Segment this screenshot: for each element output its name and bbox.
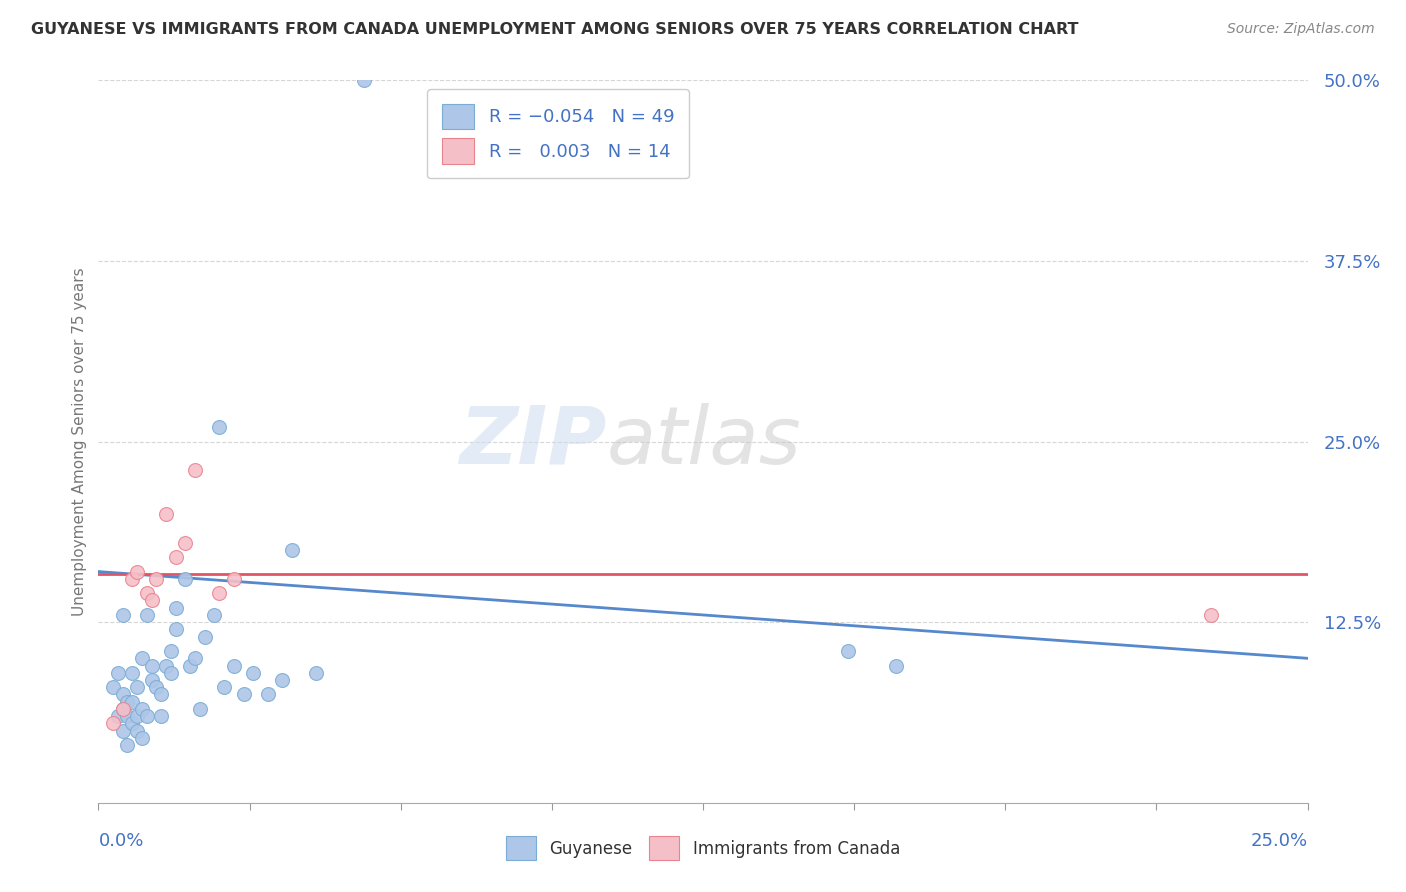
Text: 25.0%: 25.0%	[1250, 832, 1308, 850]
Point	[174, 535, 197, 549]
Point	[127, 565, 149, 579]
Point	[121, 665, 143, 680]
Point	[184, 651, 207, 665]
Point	[131, 651, 153, 665]
Point	[131, 702, 153, 716]
Point	[160, 665, 183, 680]
Point	[165, 550, 187, 565]
Text: Source: ZipAtlas.com: Source: ZipAtlas.com	[1227, 22, 1375, 37]
Point	[165, 600, 187, 615]
Legend: Guyanese, Immigrants from Canada: Guyanese, Immigrants from Canada	[499, 830, 907, 867]
Point	[111, 723, 134, 738]
Point	[101, 716, 124, 731]
Point	[107, 665, 129, 680]
Point	[232, 687, 254, 701]
Text: atlas: atlas	[606, 402, 801, 481]
Point	[155, 507, 177, 521]
Point	[886, 658, 908, 673]
Point	[184, 463, 207, 477]
Point	[135, 709, 157, 723]
Point	[155, 658, 177, 673]
Point	[179, 658, 201, 673]
Point	[117, 695, 139, 709]
Point	[174, 572, 197, 586]
Point	[208, 586, 231, 600]
Point	[188, 702, 211, 716]
Point	[111, 607, 134, 622]
Point	[305, 665, 328, 680]
Point	[117, 738, 139, 752]
Point	[121, 572, 143, 586]
Point	[135, 607, 157, 622]
Point	[837, 644, 859, 658]
Point	[131, 731, 153, 745]
Point	[222, 658, 245, 673]
Point	[256, 687, 278, 701]
Point	[121, 716, 143, 731]
Point	[165, 623, 187, 637]
Point	[160, 644, 183, 658]
Point	[150, 709, 173, 723]
Point	[117, 709, 139, 723]
Y-axis label: Unemployment Among Seniors over 75 years: Unemployment Among Seniors over 75 years	[72, 268, 87, 615]
Point	[1199, 607, 1222, 622]
Point	[145, 572, 167, 586]
Point	[208, 420, 231, 434]
Point	[150, 687, 173, 701]
Point	[127, 723, 149, 738]
Point	[141, 673, 163, 687]
Point	[212, 680, 235, 694]
Point	[135, 586, 157, 600]
Point	[271, 673, 294, 687]
Point	[204, 607, 226, 622]
Point	[242, 665, 264, 680]
Point	[111, 702, 134, 716]
Point	[111, 702, 134, 716]
Point	[222, 572, 245, 586]
Point	[194, 630, 217, 644]
Text: ZIP: ZIP	[458, 402, 606, 481]
Text: 0.0%: 0.0%	[98, 832, 143, 850]
Point	[353, 73, 375, 87]
Point	[127, 680, 149, 694]
Point	[141, 658, 163, 673]
Point	[127, 709, 149, 723]
Point	[121, 695, 143, 709]
Point	[111, 687, 134, 701]
Point	[281, 542, 304, 557]
Point	[141, 593, 163, 607]
Point	[101, 680, 124, 694]
Text: GUYANESE VS IMMIGRANTS FROM CANADA UNEMPLOYMENT AMONG SENIORS OVER 75 YEARS CORR: GUYANESE VS IMMIGRANTS FROM CANADA UNEMP…	[31, 22, 1078, 37]
Point	[145, 680, 167, 694]
Point	[107, 709, 129, 723]
